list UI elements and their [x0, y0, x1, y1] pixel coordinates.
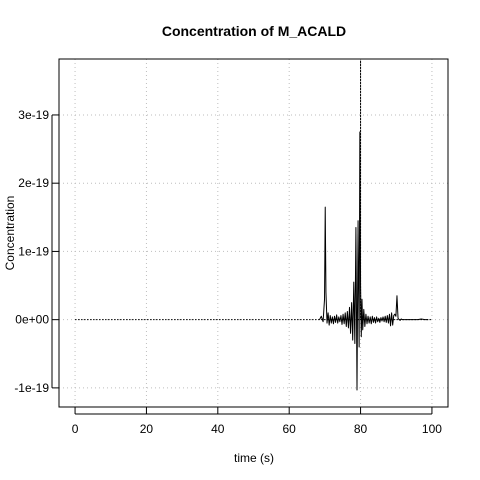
y-tick-label: 0e+00	[15, 313, 49, 327]
y-tick-label: 2e-19	[18, 176, 49, 190]
series-line-dotted	[75, 59, 432, 321]
y-tick-label: -1e-19	[14, 381, 49, 395]
plot-frame	[58, 58, 449, 408]
x-axis-label: time (s)	[234, 451, 274, 465]
y-axis-label: Concentration	[3, 196, 17, 271]
x-tick-label: 20	[140, 422, 154, 436]
x-tick-label: 0	[72, 422, 79, 436]
y-tick-label: 1e-19	[18, 244, 49, 258]
axis-layer: 0 20 40 60 80 100 -1e-19 0e+00 1e-19 2e-19 3e-19	[14, 108, 442, 436]
series-line-solid	[319, 131, 429, 391]
x-tick-label: 80	[354, 422, 368, 436]
x-tick-label: 40	[211, 422, 225, 436]
x-tick-label: 60	[283, 422, 297, 436]
x-tick-label: 100	[422, 422, 442, 436]
series-layer	[75, 59, 432, 391]
grid-layer	[59, 59, 448, 407]
y-tick-label: 3e-19	[18, 108, 49, 122]
chart-title: Concentration of M_ACALD	[162, 23, 346, 39]
